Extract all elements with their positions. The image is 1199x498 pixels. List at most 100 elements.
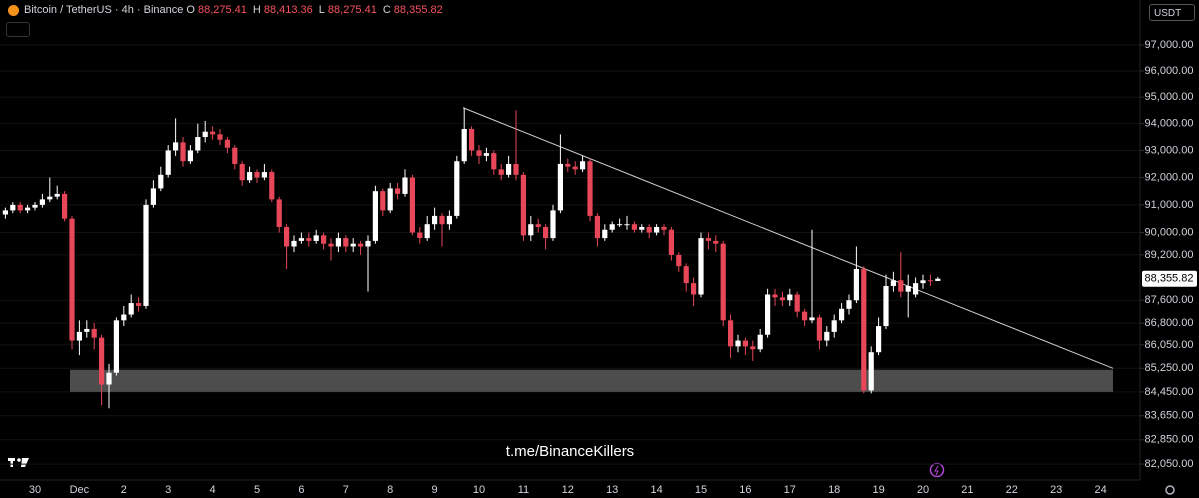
candle-body (217, 134, 223, 140)
candle-body (402, 177, 408, 194)
candle-body (565, 163, 571, 167)
x-tick-label: Dec (70, 484, 90, 496)
candle-body (150, 188, 156, 205)
candle-body (165, 150, 171, 175)
candle-body (609, 224, 615, 230)
candle-body (883, 285, 889, 327)
candle-body (839, 308, 845, 321)
candle-body (794, 294, 800, 312)
candle-body (876, 326, 882, 353)
x-tick-label: 11 (518, 484, 529, 496)
candle-body (617, 224, 623, 226)
alert-icon[interactable] (929, 462, 945, 478)
candle-body (809, 317, 815, 321)
candle-body (691, 283, 697, 295)
candle-body (365, 240, 371, 247)
x-tick-label: 8 (387, 484, 393, 496)
x-tick-label: 14 (650, 484, 662, 496)
y-tick-label: 86,050.00 (1145, 339, 1194, 351)
y-tick-label: 92,000.00 (1145, 171, 1194, 183)
x-tick-label: 3 (165, 484, 171, 496)
candle-body (520, 174, 526, 236)
ohlc-key: L (318, 4, 325, 16)
candle-body (535, 224, 541, 227)
coin-icon (8, 4, 19, 16)
x-tick-label: 12 (562, 484, 574, 496)
candle-body (417, 232, 423, 239)
candle-body (328, 243, 334, 247)
settings-icon[interactable] (1165, 485, 1175, 495)
candle-body (2, 210, 8, 215)
candle-body (683, 266, 689, 284)
y-tick-label: 94,000.00 (1145, 118, 1194, 130)
candle-body (276, 199, 282, 227)
candle-body (306, 238, 312, 241)
ohlc-value: 88,275.41 (197, 4, 247, 16)
x-tick-label: 16 (739, 484, 751, 496)
candle-body (868, 352, 874, 391)
candle-body (779, 297, 785, 301)
candle-body (424, 224, 430, 239)
candle-body (920, 280, 926, 284)
y-tick-label: 91,000.00 (1145, 199, 1194, 211)
candle-body (802, 311, 808, 321)
candle-body (661, 226, 667, 230)
candle-body (824, 331, 830, 341)
x-tick-label: 17 (784, 484, 796, 496)
ohlc-value: 88,413.36 (263, 4, 313, 16)
collapse-button[interactable] (6, 22, 30, 37)
y-tick-label: 97,000.00 (1145, 39, 1194, 51)
candle-body (742, 340, 748, 347)
candle-body (624, 224, 630, 226)
candle-body (735, 340, 741, 347)
candle-body (720, 243, 726, 321)
candle-body (298, 238, 304, 241)
candle-body (158, 174, 164, 189)
candle-body (284, 226, 290, 247)
x-tick-label: 15 (695, 484, 707, 496)
candle-body (757, 334, 763, 350)
candle-body (343, 238, 349, 247)
last-price-label: 88,355.82 (1145, 273, 1194, 285)
candle-body (498, 169, 504, 175)
candle-body (772, 294, 778, 298)
x-tick-label: 10 (473, 484, 485, 496)
y-tick-label: 85,250.00 (1145, 362, 1194, 374)
candle-body (173, 142, 179, 151)
ohlc-key: H (252, 4, 261, 16)
ohlc-key: C (382, 4, 391, 16)
candle-body (831, 320, 837, 332)
candle-body (698, 238, 704, 295)
x-tick-label: 4 (210, 484, 216, 496)
candle-body (106, 372, 112, 385)
trendline (462, 107, 1114, 369)
candle-body (631, 224, 637, 230)
ohlc-value: 88,275.41 (327, 4, 377, 16)
candle-body (17, 204, 23, 211)
candle-body (476, 150, 482, 156)
candle-body (557, 163, 563, 211)
candle-body (676, 254, 682, 267)
x-tick-label: 30 (29, 484, 41, 496)
candle-body (728, 320, 734, 347)
candle-body (432, 215, 438, 225)
candle-body (846, 300, 852, 309)
candle-body (765, 294, 771, 335)
x-tick-label: 13 (606, 484, 618, 496)
candle-body (39, 199, 45, 205)
currency-button[interactable]: USDT (1149, 4, 1195, 21)
candle-body (705, 238, 711, 241)
x-tick-label: 5 (254, 484, 260, 496)
legend-header: Bitcoin / TetherUS · 4h · Binance O 88,275… (8, 4, 446, 16)
candle-body (543, 226, 549, 239)
candle-body (113, 320, 119, 373)
candle-body (210, 131, 216, 135)
y-tick-label: 86,800.00 (1145, 317, 1194, 329)
ohlc-key: O (186, 4, 195, 16)
watermark: t.me/BinanceKillers (505, 443, 635, 460)
x-tick-label: 22 (1006, 484, 1018, 496)
candle-body (99, 337, 105, 385)
candle-body (454, 161, 460, 216)
candle-body (350, 243, 356, 247)
